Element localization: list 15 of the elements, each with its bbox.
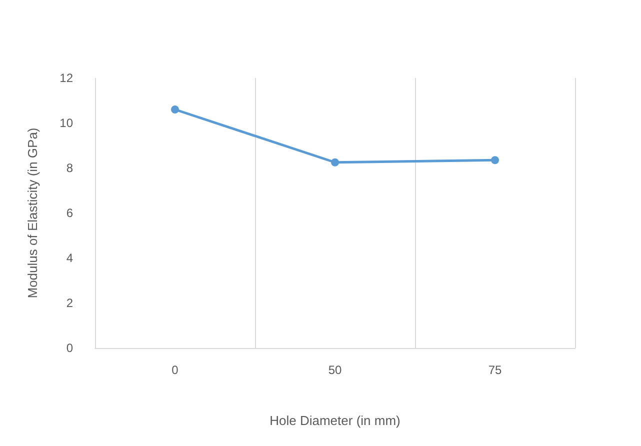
x-tick-label: 50 bbox=[328, 363, 342, 377]
y-axis-title: Modulus of Elasticity (in GPa) bbox=[25, 128, 40, 298]
x-axis-title: Hole Diameter (in mm) bbox=[270, 413, 400, 428]
y-tick-label: 6 bbox=[66, 206, 74, 220]
y-tick-label: 12 bbox=[60, 71, 74, 85]
point bbox=[331, 158, 339, 166]
y-tick-label: 0 bbox=[66, 341, 74, 355]
point bbox=[491, 156, 499, 164]
y-tick-label: 2 bbox=[66, 296, 74, 310]
y-tick-label: 10 bbox=[60, 116, 74, 130]
x-tick-label: 75 bbox=[488, 363, 502, 377]
x-tick-label: 0 bbox=[172, 363, 179, 377]
y-tick-label: 4 bbox=[66, 251, 74, 265]
y-tick-label: 8 bbox=[66, 161, 74, 175]
point bbox=[171, 106, 179, 114]
